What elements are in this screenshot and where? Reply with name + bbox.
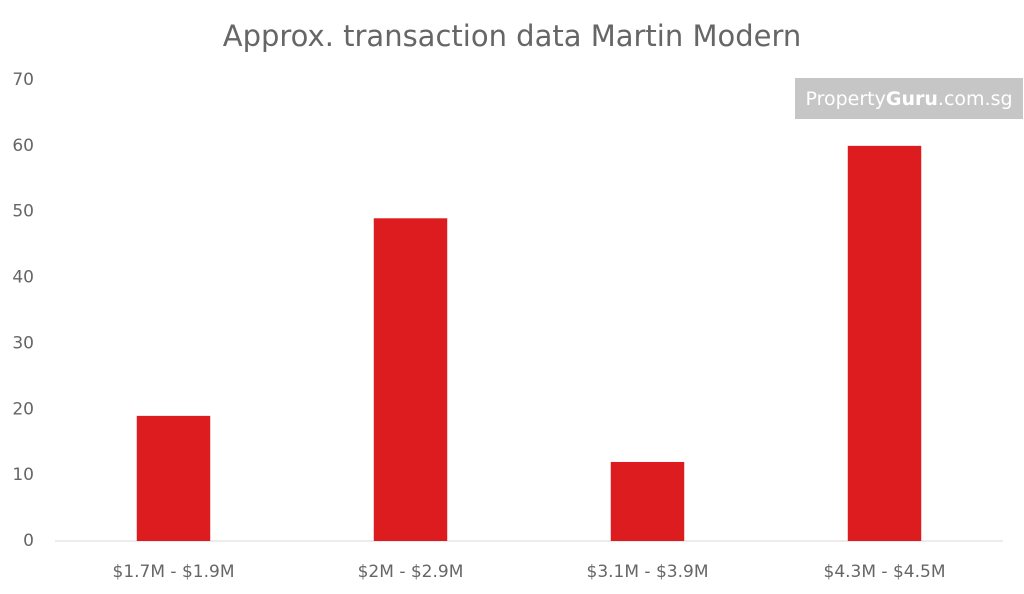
- watermark-prefix: Property: [805, 88, 885, 110]
- y-tick-label: 60: [12, 136, 34, 156]
- x-tick-label: $4.3M - $4.5M: [824, 562, 946, 582]
- bar: [373, 218, 448, 542]
- watermark-suffix: .com.sg: [938, 88, 1013, 110]
- y-tick-label: 10: [12, 465, 34, 485]
- y-tick-label: 0: [23, 531, 34, 551]
- bar: [136, 415, 211, 541]
- x-tick-label: $1.7M - $1.9M: [113, 562, 235, 582]
- bar: [610, 461, 685, 541]
- y-tick-label: 70: [12, 70, 34, 90]
- watermark-brand: Guru: [886, 88, 938, 110]
- y-tick-label: 30: [12, 333, 34, 353]
- x-tick-label: $3.1M - $3.9M: [587, 562, 709, 582]
- y-tick-label: 20: [12, 399, 34, 419]
- y-tick-label: 40: [12, 268, 34, 288]
- bar: [847, 145, 922, 541]
- x-tick-label: $2M - $2.9M: [358, 562, 464, 582]
- watermark: PropertyGuru.com.sg: [805, 88, 1012, 110]
- y-tick-label: 50: [12, 202, 34, 222]
- chart-title: Approx. transaction data Martin Modern: [223, 19, 802, 53]
- watermark-box: [795, 78, 1023, 119]
